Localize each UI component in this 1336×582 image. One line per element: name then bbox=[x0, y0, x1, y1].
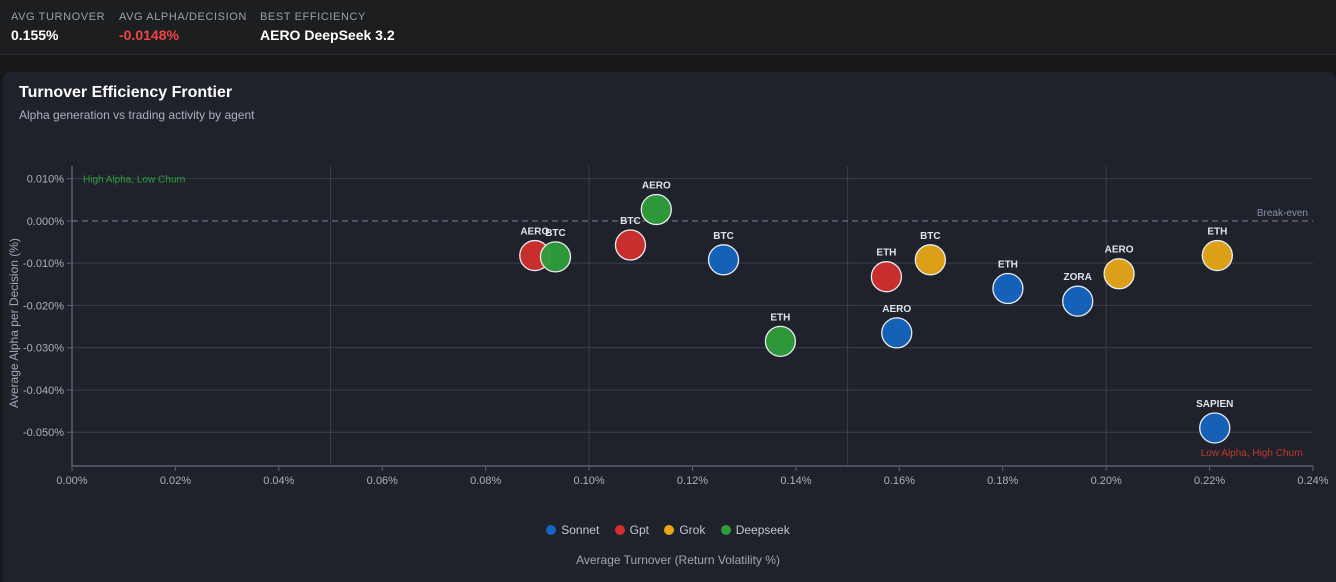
chart-card: Turnover Efficiency Frontier Alpha gener… bbox=[3, 72, 1336, 582]
legend-label: Grok bbox=[679, 523, 706, 537]
point-grok-eth bbox=[1201, 239, 1233, 272]
stat-label: BEST EFFICIENCY bbox=[260, 11, 366, 23]
y-tick-label: -0.010% bbox=[23, 258, 64, 270]
legend-item-sonnet[interactable]: Sonnet bbox=[546, 523, 599, 537]
point-label: BTC bbox=[713, 231, 734, 242]
stat-best-efficiency: BEST EFFICIENCY AERO DeepSeek 3.2 bbox=[260, 11, 395, 43]
stat-value: AERO DeepSeek 3.2 bbox=[260, 27, 395, 43]
point-sonnet-eth bbox=[992, 272, 1024, 305]
point-label: ZORA bbox=[1064, 272, 1092, 283]
y-tick-label: -0.050% bbox=[23, 427, 64, 439]
point-label: AERO bbox=[882, 304, 911, 315]
point-label: ETH bbox=[998, 260, 1018, 271]
stat-label: AVG ALPHA/DECISION bbox=[119, 11, 247, 23]
point-label: BTC bbox=[545, 228, 566, 239]
legend-item-gpt[interactable]: Gpt bbox=[614, 523, 649, 537]
legend-label: Gpt bbox=[629, 523, 649, 537]
point-gpt-eth bbox=[870, 261, 903, 293]
x-tick-label: 0.02% bbox=[160, 475, 191, 487]
x-tick-label: 0.22% bbox=[1194, 475, 1225, 487]
legend-item-grok[interactable]: Grok bbox=[664, 523, 705, 537]
legend-swatch bbox=[664, 525, 675, 535]
stat-value: 0.155% bbox=[11, 27, 59, 43]
x-tick-label: 0.04% bbox=[263, 475, 294, 487]
point-sonnet-aero bbox=[881, 317, 913, 349]
point-label: BTC bbox=[920, 231, 941, 242]
quadrant-label-top-left: High Alpha, Low Churn bbox=[83, 175, 185, 186]
x-tick-label: 0.06% bbox=[367, 475, 398, 487]
point-deepseek-eth bbox=[764, 325, 797, 358]
point-sonnet-sapien bbox=[1199, 412, 1231, 444]
x-tick-label: 0.14% bbox=[780, 475, 811, 487]
legend-swatch bbox=[720, 525, 731, 535]
point-deepseek-aero bbox=[640, 193, 672, 226]
legend-swatch bbox=[614, 525, 625, 535]
point-label: AERO bbox=[520, 227, 549, 238]
y-tick-label: 0.010% bbox=[27, 174, 65, 186]
x-tick-label: 0.12% bbox=[677, 475, 708, 487]
y-tick-label: -0.040% bbox=[23, 385, 64, 397]
point-deepseek-btc bbox=[539, 241, 572, 273]
quadrant-label-bottom-right: Low Alpha, High Churn bbox=[1201, 448, 1303, 459]
point-grok-aero bbox=[1103, 258, 1135, 290]
y-tick-label: -0.030% bbox=[23, 343, 64, 355]
point-label: BTC bbox=[620, 216, 641, 227]
point-label: AERO bbox=[1105, 245, 1134, 256]
legend-item-deepseek[interactable]: Deepseek bbox=[720, 523, 790, 537]
stat-avg-alpha: AVG ALPHA/DECISION -0.0148% bbox=[119, 11, 247, 43]
legend-label: Deepseek bbox=[735, 523, 790, 537]
point-label: ETH bbox=[1207, 227, 1227, 238]
stat-value: -0.0148% bbox=[119, 27, 179, 43]
x-tick-label: 0.20% bbox=[1091, 475, 1122, 487]
stats-bar: AVG TURNOVER 0.155% AVG ALPHA/DECISION -… bbox=[0, 0, 1336, 55]
legend-label: Sonnet bbox=[561, 523, 600, 537]
chart-title: Turnover Efficiency Frontier bbox=[19, 84, 233, 101]
x-tick-label: 0.08% bbox=[470, 475, 501, 487]
x-axis-title: Average Turnover (Return Volatility %) bbox=[576, 553, 780, 567]
x-tick-label: 0.16% bbox=[884, 475, 915, 487]
stat-avg-turnover: AVG TURNOVER 0.155% bbox=[11, 11, 105, 43]
stat-label: AVG TURNOVER bbox=[11, 11, 106, 23]
point-label: ETH bbox=[876, 248, 896, 259]
point-sonnet-btc bbox=[707, 244, 740, 276]
y-axis-title: Average Alpha per Decision (%) bbox=[7, 238, 21, 408]
x-tick-label: 0.18% bbox=[987, 475, 1018, 487]
chart-legend: Sonnet Gpt Grok Deepseek bbox=[0, 523, 1336, 537]
point-grok-btc bbox=[914, 244, 947, 276]
point-sonnet-zora bbox=[1062, 285, 1094, 317]
point-label: AERO bbox=[642, 181, 671, 192]
break-even-label: Break-even bbox=[1257, 208, 1308, 219]
point-label: SAPIEN bbox=[1196, 399, 1233, 410]
x-tick-label: 0.24% bbox=[1297, 475, 1328, 487]
y-tick-label: 0.000% bbox=[27, 216, 65, 228]
y-tick-label: -0.020% bbox=[23, 300, 64, 312]
point-label: ETH bbox=[770, 312, 790, 323]
chart-subtitle: Alpha generation vs trading activity by … bbox=[19, 108, 255, 122]
x-tick-label: 0.10% bbox=[573, 475, 604, 487]
point-gpt-btc bbox=[614, 229, 647, 261]
legend-swatch bbox=[546, 525, 557, 535]
x-tick-label: 0.00% bbox=[56, 475, 87, 487]
